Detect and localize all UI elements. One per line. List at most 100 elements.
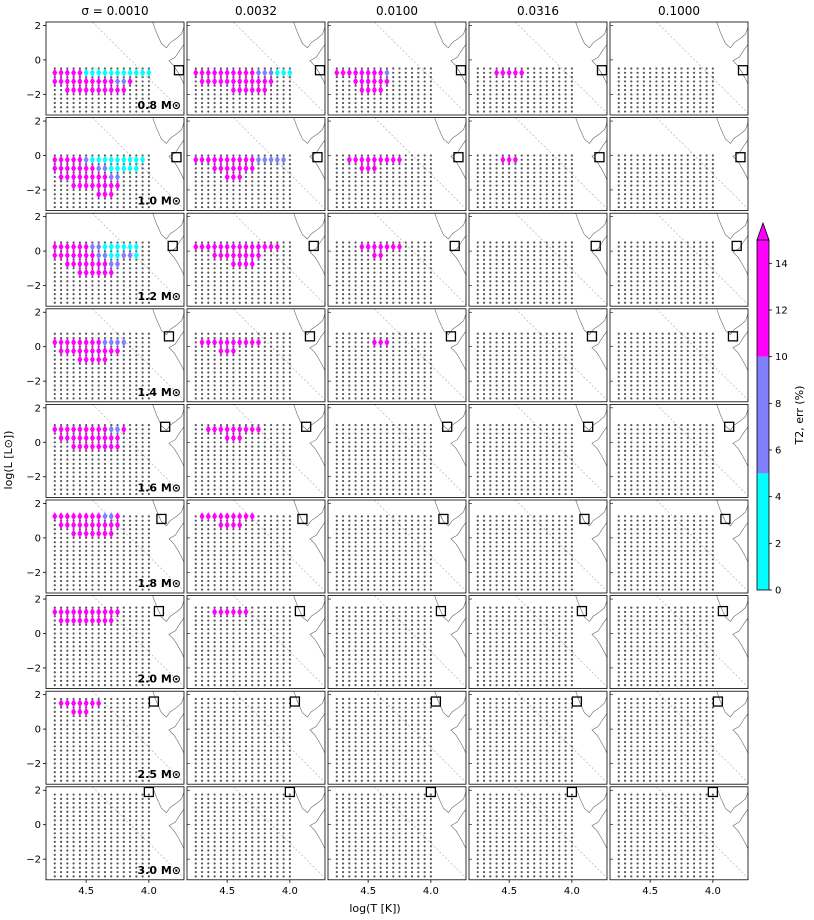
- grid-point: [617, 84, 620, 87]
- grid-point: [276, 358, 279, 361]
- grid-point: [699, 388, 702, 391]
- detected-point: [58, 172, 64, 182]
- grid-point: [564, 93, 567, 96]
- grid-point: [545, 284, 548, 287]
- grid-point: [686, 97, 689, 100]
- grid-point: [72, 180, 75, 183]
- detected-point: [371, 77, 377, 86]
- grid-point: [135, 297, 138, 300]
- grid-point: [539, 193, 542, 196]
- grid-point: [207, 384, 210, 387]
- grid-point: [699, 93, 702, 96]
- grid-point: [423, 380, 426, 383]
- grid-point: [495, 241, 498, 244]
- grid-point: [417, 106, 420, 109]
- grid-point: [699, 101, 702, 105]
- grid-point: [116, 271, 119, 274]
- grid-point: [674, 241, 677, 244]
- grid-point: [238, 397, 241, 400]
- grid-point: [110, 84, 113, 87]
- grid-point: [404, 275, 407, 279]
- grid-point: [288, 367, 291, 370]
- grid-point: [147, 484, 150, 487]
- grid-point: [78, 197, 81, 200]
- grid-point: [200, 380, 204, 383]
- grid-point: [128, 462, 132, 465]
- grid-point: [636, 336, 639, 340]
- grid-point: [655, 367, 658, 370]
- grid-point: [526, 197, 530, 200]
- grid-point: [219, 88, 222, 92]
- grid-point: [141, 167, 144, 170]
- grid-point: [630, 67, 633, 70]
- detected-point: [77, 251, 83, 260]
- grid-point: [276, 201, 279, 204]
- grid-point: [514, 254, 517, 257]
- grid-point: [207, 188, 210, 192]
- grid-point: [219, 388, 222, 391]
- grid-point: [251, 184, 254, 187]
- grid-point: [367, 201, 370, 204]
- grid-point: [379, 362, 382, 366]
- grid-point: [514, 110, 517, 113]
- grid-point: [226, 180, 229, 183]
- grid-point: [508, 241, 511, 244]
- grid-point: [348, 345, 351, 348]
- grid-point: [282, 367, 285, 370]
- grid-point: [526, 362, 530, 366]
- grid-point: [392, 167, 395, 170]
- grid-point: [219, 271, 222, 274]
- grid-point: [642, 367, 645, 370]
- grid-point: [501, 254, 504, 257]
- grid-point: [147, 284, 150, 287]
- grid-point: [354, 275, 357, 279]
- detected-point: [102, 155, 108, 164]
- grid-point: [539, 201, 542, 204]
- grid-point: [630, 158, 633, 161]
- grid-point: [711, 267, 714, 270]
- grid-point: [410, 354, 414, 357]
- grid-point: [661, 284, 664, 287]
- grid-point: [551, 354, 555, 357]
- grid-point: [699, 336, 702, 340]
- grid-point: [630, 271, 633, 274]
- grid-point: [514, 106, 517, 109]
- track-line: [575, 213, 607, 240]
- detected-point: [83, 251, 89, 260]
- detected-point: [378, 155, 384, 164]
- grid-point: [476, 88, 479, 92]
- grid-point: [558, 341, 561, 344]
- grid-point: [501, 367, 504, 370]
- grid-point: [128, 262, 132, 266]
- grid-point: [341, 275, 345, 279]
- grid-point: [72, 462, 75, 465]
- grid-point: [219, 110, 222, 113]
- grid-point: [59, 163, 63, 166]
- grid-point: [429, 241, 432, 244]
- grid-point: [335, 201, 338, 204]
- grid-point: [398, 284, 401, 287]
- grid-point: [686, 197, 689, 200]
- grid-point: [423, 341, 426, 344]
- detected-point: [114, 442, 121, 451]
- panel-frame: [327, 117, 467, 211]
- grid-point: [335, 93, 338, 96]
- grid-point: [692, 67, 696, 70]
- grid-point: [213, 275, 216, 279]
- grid-point: [116, 249, 119, 253]
- grid-point: [642, 358, 645, 361]
- grid-point: [282, 88, 285, 92]
- grid-point: [489, 180, 492, 183]
- grid-point: [551, 71, 555, 74]
- grid-point: [570, 84, 573, 87]
- grid-point: [257, 388, 260, 391]
- grid-point: [269, 167, 273, 170]
- grid-point: [423, 362, 426, 366]
- grid-point: [360, 332, 363, 335]
- grid-point: [72, 423, 75, 427]
- grid-point: [128, 201, 132, 204]
- grid-point: [59, 441, 63, 444]
- grid-point: [78, 280, 81, 283]
- grid-point: [276, 371, 279, 374]
- grid-point: [564, 362, 567, 366]
